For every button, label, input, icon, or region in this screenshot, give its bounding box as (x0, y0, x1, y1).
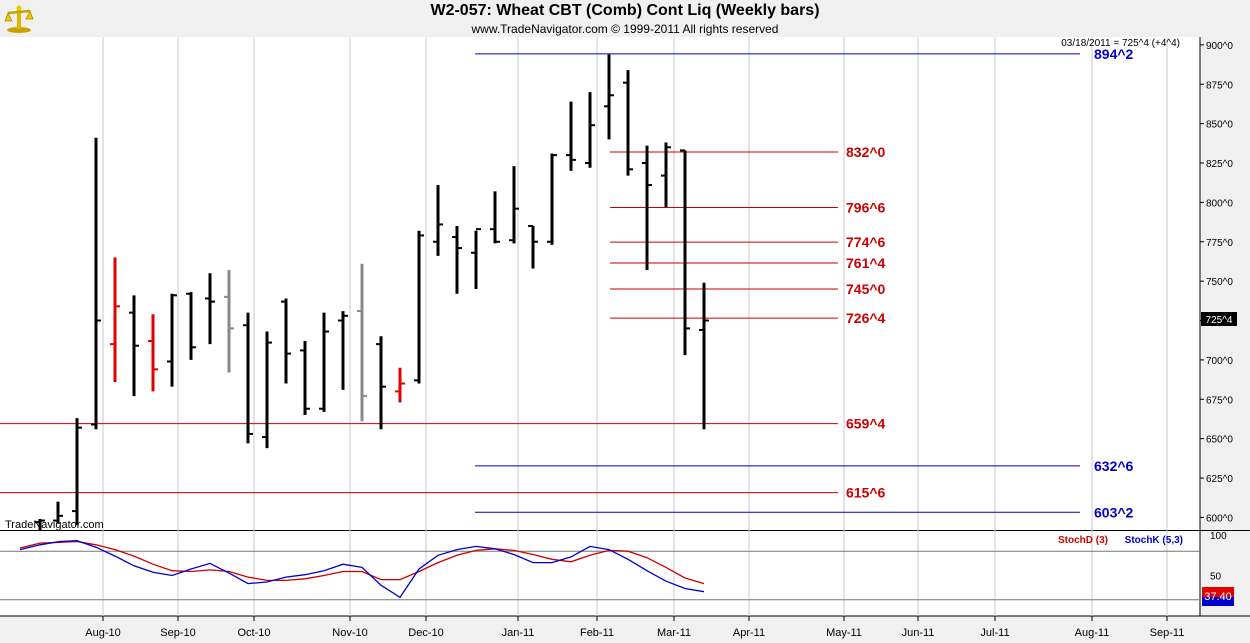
price-badge (1201, 312, 1237, 326)
ohlc-bar-34[interactable] (680, 149, 690, 356)
date-tick-label-10: Jun-11 (902, 627, 935, 639)
date-tick-label-6: Feb-11 (580, 627, 614, 639)
date-tick-label-1: Sep-10 (160, 627, 195, 639)
ohlc-bar-22[interactable] (452, 226, 462, 294)
date-tick-label-0: Aug-10 (85, 627, 120, 639)
price-tick-label-5: 775^0 (1206, 238, 1233, 249)
support-resistance-levels: 894^2 832^0 796^6 774^6 761^4 745^0 726^4 659^4… (0, 46, 1134, 520)
ohlc-bars[interactable] (35, 54, 709, 530)
date-axis: Aug-10 Sep-10 Oct-10 Nov-10 Dec-10 Jan-11 Feb-… (85, 616, 1184, 639)
ohlc-bar-17[interactable] (357, 263, 367, 422)
date-tick-label-13: Sep-11 (1150, 627, 1185, 639)
price-tick-label-3: 825^0 (1206, 159, 1233, 170)
ohlc-bar-2[interactable] (72, 418, 82, 526)
price-panel (0, 37, 1200, 530)
level-label-6: 726^4 (846, 310, 886, 326)
ohlc-bar-16[interactable] (338, 311, 348, 390)
ohlc-bar-11[interactable] (243, 312, 253, 444)
ohlc-bar-7[interactable] (167, 293, 177, 387)
legend-stochk: StochK (5,3) (1125, 535, 1183, 546)
ohlc-bar-4[interactable] (110, 257, 120, 382)
ohlc-bar-15[interactable] (319, 312, 329, 412)
ohlc-bar-1[interactable] (53, 501, 63, 524)
ohlc-bar-0[interactable] (35, 518, 45, 530)
price-tick-label-8: 700^0 (1206, 356, 1233, 367)
level-label-1: 832^0 (846, 144, 886, 160)
ohlc-bar-14[interactable] (300, 340, 310, 416)
ohlc-bar-12[interactable] (262, 331, 272, 449)
price-tick-label-0: 900^0 (1206, 41, 1233, 52)
stoch-value-badge: 37.40 (1204, 591, 1232, 603)
stoch-series-1 (19, 540, 705, 599)
price-tick-label-10: 650^0 (1206, 435, 1233, 446)
legend-stochd: StochD (3) (1058, 535, 1108, 546)
price-tick-label-9: 675^0 (1206, 395, 1233, 406)
stochastic-lines: 100 50 (0, 531, 1227, 601)
ohlc-bar-26[interactable] (528, 225, 538, 269)
ohlc-bar-5[interactable] (129, 295, 139, 397)
level-label-2: 796^6 (846, 200, 886, 216)
level-label-4: 761^4 (846, 255, 886, 271)
date-tick-label-4: Dec-10 (408, 627, 443, 639)
level-label-3: 774^6 (846, 234, 886, 250)
ohlc-bar-28[interactable] (566, 101, 576, 171)
watermark-text: TradeNavigator.com (5, 519, 104, 531)
stoch-series-0 (19, 540, 705, 585)
ohlc-bar-8[interactable] (186, 292, 196, 360)
ohlc-bar-19[interactable] (395, 367, 405, 403)
date-tick-label-5: Jan-11 (502, 627, 535, 639)
ohlc-bar-23[interactable] (471, 228, 481, 290)
price-tick-label-1: 875^0 (1206, 80, 1233, 91)
chart-title: W2-057: Wheat CBT (Comb) Cont Liq (Weekl… (430, 2, 820, 19)
level-label-8: 632^6 (1094, 458, 1134, 474)
date-tick-label-9: May-11 (826, 627, 862, 639)
level-label-7: 659^4 (846, 416, 886, 432)
price-tick-label-11: 625^0 (1206, 474, 1233, 485)
date-tick-label-7: Mar-11 (657, 627, 691, 639)
level-label-0: 894^2 (1094, 46, 1134, 62)
trade-navigator-logo-icon (4, 3, 34, 33)
ohlc-bar-18[interactable] (376, 336, 386, 430)
ohlc-bar-9[interactable] (205, 273, 215, 345)
ohlc-bar-27[interactable] (547, 153, 557, 245)
stoch-tick-label-0: 100 (1210, 531, 1227, 542)
level-label-5: 745^0 (846, 281, 886, 297)
last-quote-text: 03/18/2011 = 725^4 (+4^4) (1061, 38, 1180, 49)
ohlc-bar-24[interactable] (490, 191, 500, 244)
ohlc-bar-32[interactable] (642, 145, 652, 271)
stoch-badge-red (1202, 587, 1234, 597)
ohlc-bar-10[interactable] (224, 270, 234, 373)
price-tick-label-12: 600^0 (1206, 513, 1233, 524)
price-tick-label-4: 800^0 (1206, 198, 1233, 209)
stoch-badge-blue (1202, 597, 1234, 606)
price-tick-label-6: 750^0 (1206, 277, 1233, 288)
ohlc-bar-29[interactable] (585, 92, 595, 168)
ohlc-bar-21[interactable] (433, 185, 443, 256)
stochastic-panel (0, 531, 1200, 616)
date-tick-label-2: Oct-10 (237, 627, 270, 639)
stoch-tick-label-1: 50 (1210, 572, 1222, 583)
copyright-text: www.TradeNavigator.com © 1999-2011 All r… (471, 22, 779, 36)
level-label-9: 615^6 (846, 485, 886, 501)
ohlc-bar-33[interactable] (661, 142, 671, 208)
date-tick-label-3: Nov-10 (332, 627, 367, 639)
ohlc-bar-3[interactable] (91, 137, 101, 430)
price-axis: 900^0875^0850^0825^0800^0775^0750^0725^0… (1200, 41, 1233, 524)
ohlc-bar-31[interactable] (623, 70, 633, 176)
date-tick-label-12: Aug-11 (1075, 627, 1110, 639)
ohlc-bar-13[interactable] (281, 298, 291, 384)
ohlc-bar-25[interactable] (509, 166, 519, 244)
level-label-10: 603^2 (1094, 504, 1134, 520)
ohlc-bar-6[interactable] (148, 314, 158, 392)
ohlc-bar-20[interactable] (414, 230, 424, 384)
date-tick-label-8: Apr-11 (733, 627, 765, 639)
price-badge-label: 725^4 (1206, 315, 1233, 326)
ohlc-bar-35[interactable] (699, 282, 709, 430)
gridlines (102, 37, 1168, 616)
price-tick-label-2: 850^0 (1206, 120, 1233, 131)
ohlc-bar-30[interactable] (604, 54, 614, 140)
date-tick-label-11: Jul-11 (980, 627, 1009, 639)
